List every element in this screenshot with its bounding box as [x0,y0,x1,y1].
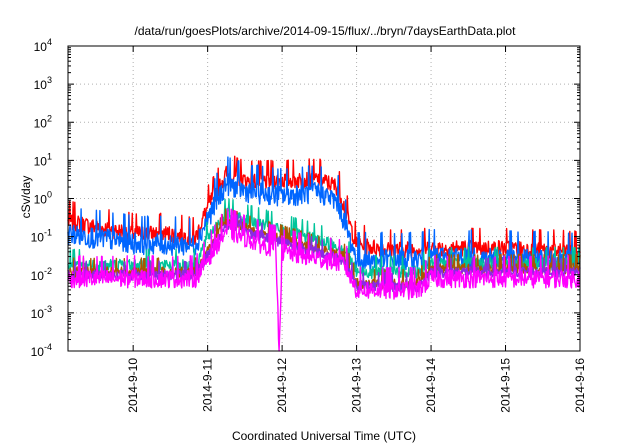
y-tick-label: 104 [34,37,52,54]
y-tick-label: 10-1 [31,228,52,245]
y-tick-label: 103 [34,75,52,92]
series-line-6 [67,208,581,352]
y-ticks: 10-4 10-3 10-2 10-1 100 101 102 103 104 [31,37,580,359]
y-tick-label: 101 [34,151,52,168]
x-tick-label: 2014-9-13 [350,358,364,413]
y-tick-label: 10-3 [31,304,52,321]
y-tick-label: 10-2 [31,266,52,283]
y-tick-label: 102 [34,113,52,130]
grid-lines [68,46,580,351]
x-tick-label: 2014-9-14 [424,358,438,413]
y-tick-label: 10-4 [31,342,52,359]
series-layer [67,155,581,352]
chart-title: /data/run/goesPlots/archive/2014-09-15/f… [135,24,517,38]
x-axis-label: Coordinated Universal Time (UTC) [232,429,416,443]
x-tick-label: 2014-9-15 [499,358,513,413]
x-tick-label: 2014-9-10 [126,358,140,413]
x-ticks: 2014-9-10 2014-9-11 2014-9-12 2014-9-13 2014… [126,46,587,413]
x-tick-label: 2014-9-12 [275,358,289,413]
y-tick-label: 100 [34,190,52,207]
x-tick-label: 2014-9-11 [201,358,215,412]
y-axis-label: cSv/day [19,176,33,219]
x-tick-label: 2014-9-16 [573,358,587,413]
